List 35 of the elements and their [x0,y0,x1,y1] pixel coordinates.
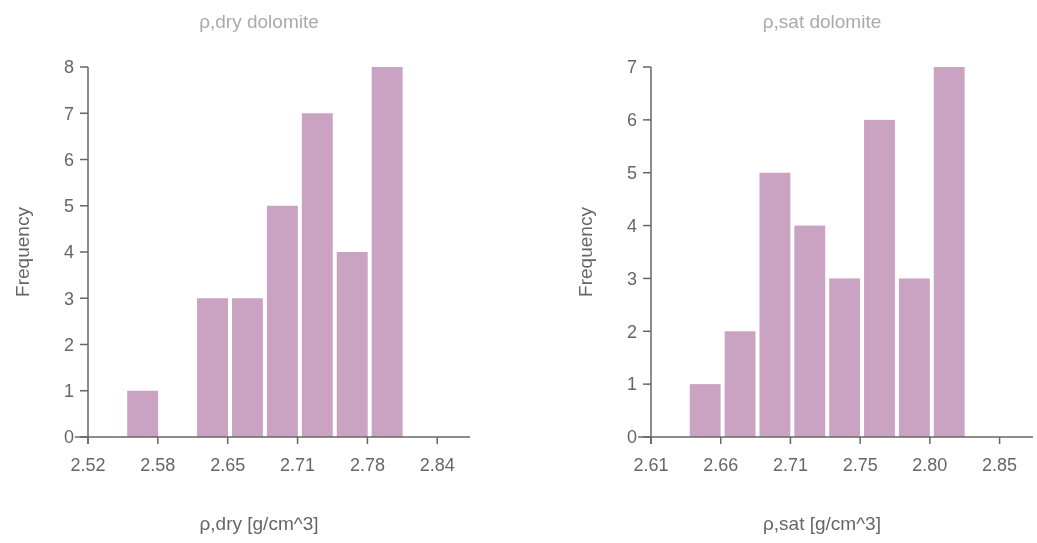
y-tick-label: 4 [63,242,74,263]
y-tick-label: 7 [626,57,637,78]
y-tick-label: 3 [63,288,74,309]
y-tick-label: 3 [626,268,637,289]
y-tick-label: 5 [63,196,74,217]
y-tick-label: 5 [626,163,637,184]
x-tick-label: 2.61 [633,455,669,475]
x-axis-title: ρ,dry [g/cm^3] [199,513,319,534]
y-tick-label: 0 [63,427,74,448]
y-tick-label: 7 [63,103,74,124]
y-tick-label: 4 [626,215,637,236]
y-tick-label: 1 [63,381,74,402]
x-tick-label: 2.75 [842,455,878,475]
y-tick-label: 2 [63,334,74,355]
x-tick-label: 2.65 [210,455,246,475]
x-tick-label: 2.80 [912,455,948,475]
x-tick-label: 2.85 [982,455,1018,475]
y-tick-label: 6 [626,110,637,131]
chart-title: ρ,sat dolomite [762,11,882,32]
y-axis-title: Frequency [12,206,33,297]
x-tick-label: 2.58 [140,455,176,475]
x-tick-label: 2.71 [280,455,316,475]
y-axis-title: Frequency [575,206,596,297]
x-tick-label: 2.84 [419,455,455,475]
x-axis-title: ρ,sat [g/cm^3] [763,513,881,534]
y-tick-label: 6 [63,149,74,170]
chart-title: ρ,dry dolomite [199,11,319,32]
x-tick-label: 2.66 [703,455,739,475]
y-tick-label: 0 [626,427,637,448]
y-tick-label: 8 [63,57,74,78]
x-tick-label: 2.52 [70,455,106,475]
x-tick-label: 2.78 [349,455,385,475]
x-tick-label: 2.71 [772,455,808,475]
y-tick-label: 1 [626,374,637,395]
y-tick-label: 2 [626,321,637,342]
